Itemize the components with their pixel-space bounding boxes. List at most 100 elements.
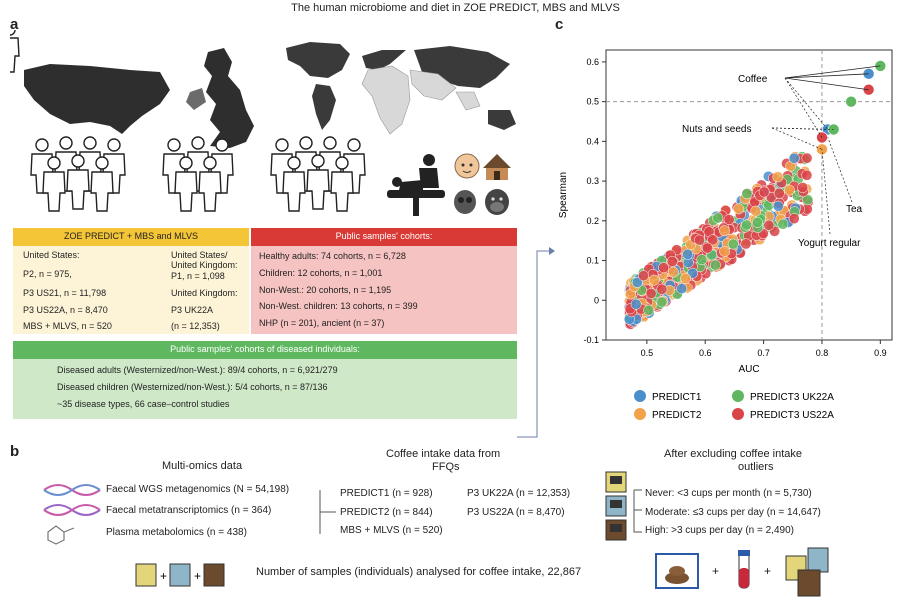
data-point bbox=[658, 262, 670, 274]
excl-title-1: After excluding coffee intake bbox=[664, 448, 802, 460]
public-box: Healthy adults: 74 cohorts, n = 6,728 Ch… bbox=[251, 246, 517, 334]
data-point bbox=[645, 288, 657, 299]
zoe-left-1: P2, n = 975, bbox=[23, 269, 72, 279]
world-maps-illustration bbox=[10, 30, 516, 148]
y-tick-label: 0.2 bbox=[586, 216, 599, 226]
coffee-right-0: P3 UK22A (n = 12,353) bbox=[467, 488, 571, 499]
data-point bbox=[783, 184, 795, 196]
data-point bbox=[801, 152, 813, 164]
x-tick-label: 0.6 bbox=[699, 348, 712, 358]
annotation-line bbox=[784, 77, 829, 130]
coffee-cups-row: + + bbox=[135, 563, 225, 587]
data-point bbox=[630, 298, 642, 310]
coffee-cups-group-icon bbox=[785, 547, 829, 597]
excl-0: Never: <3 cups per month (n = 5,730) bbox=[645, 488, 812, 499]
x-axis-label: AUC bbox=[738, 364, 759, 375]
public-line-4: NHP (n = 201), ancient (n = 37) bbox=[259, 318, 385, 328]
zoe-right-1: United Kingdom: bbox=[171, 260, 238, 270]
annotation-coffee: Coffee bbox=[738, 74, 768, 85]
legend-label: PREDICT1 bbox=[652, 392, 702, 403]
figure-title: The human microbiome and diet in ZOE PRE… bbox=[291, 2, 620, 14]
coffee-title-2: FFQs bbox=[432, 461, 460, 473]
molecule-icon bbox=[47, 525, 75, 545]
public-line-1: Children: 12 cohorts, n = 1,001 bbox=[259, 268, 383, 278]
data-point bbox=[709, 259, 721, 271]
data-point bbox=[676, 283, 688, 295]
data-point bbox=[773, 187, 785, 199]
annotation-tea: Tea bbox=[846, 204, 863, 215]
scatter-chart: 0.5 0.6 0.7 0.8 0.9 -0.1 0 0.1 0.2 0.3 0.4 0.5 0.6 AU… bbox=[558, 49, 893, 421]
excl-title-2: outliers bbox=[738, 461, 774, 473]
panel-b-label: b bbox=[10, 443, 20, 460]
coffee-title-1: Coffee intake data from bbox=[386, 448, 501, 460]
data-point bbox=[801, 169, 813, 181]
y-tick-label: 0.5 bbox=[586, 97, 599, 107]
zoe-right-5: (n = 12,353) bbox=[171, 321, 220, 331]
data-point bbox=[772, 171, 784, 183]
zoe-left-0: United States: bbox=[23, 250, 80, 260]
coffee-cup-icon-never bbox=[605, 471, 627, 493]
legend-marker bbox=[732, 390, 744, 402]
data-point bbox=[727, 238, 739, 250]
plot-frame bbox=[605, 49, 893, 341]
zoe-left-2: P3 US21, n = 11,798 bbox=[23, 288, 107, 298]
zoe-left-4: MBS + MLVS, n = 520 bbox=[23, 321, 112, 331]
multiomics-1: Faecal metatranscriptomics (n = 364) bbox=[106, 505, 272, 516]
annotation-yogurt: Yogurt regular bbox=[798, 238, 861, 249]
data-point bbox=[797, 182, 809, 194]
annotation-line bbox=[784, 73, 869, 79]
bracket-connector bbox=[319, 490, 336, 534]
zoe-header: ZOE PREDICT + MBS and MLVS bbox=[13, 228, 249, 246]
annotation-line bbox=[784, 77, 869, 91]
people-group-world bbox=[270, 136, 366, 212]
blood-tube-icon bbox=[738, 550, 750, 589]
x-tick-label: 0.8 bbox=[816, 348, 829, 358]
data-point bbox=[682, 248, 694, 260]
excl-1: Moderate: ≤3 cups per day (n = 14,647) bbox=[645, 507, 821, 518]
y-tick-label: 0.4 bbox=[586, 136, 599, 146]
sick-person-icon bbox=[387, 154, 445, 216]
diseased-box: Diseased adults (Westernized/non-West.):… bbox=[13, 359, 517, 419]
people-group-usa bbox=[30, 136, 126, 212]
coffee-left-2: MBS + MLVS (n = 520) bbox=[340, 525, 443, 536]
annotation-nuts: Nuts and seeds bbox=[682, 124, 752, 135]
highlight-point bbox=[816, 131, 828, 144]
omics-icons bbox=[43, 484, 101, 545]
connector-arrow bbox=[517, 247, 555, 438]
data-point bbox=[638, 270, 649, 282]
annotation-line bbox=[771, 127, 823, 150]
dna-icon-1 bbox=[43, 484, 101, 496]
x-tick-label: 0.7 bbox=[757, 348, 770, 358]
diseased-line-0: Diseased adults (Westernized/non-West.):… bbox=[57, 365, 338, 375]
coffee-right-1: P3 US22A (n = 8,470) bbox=[467, 507, 565, 518]
zoe-right-3: United Kingdom: bbox=[171, 288, 238, 298]
public-header: Public samples' cohorts: bbox=[251, 228, 517, 246]
svg-text:+: + bbox=[194, 569, 201, 583]
diseased-line-1: Diseased children (Westernized/non-West.… bbox=[57, 382, 328, 392]
skull-icon bbox=[454, 190, 476, 214]
coffee-left-0: PREDICT1 (n = 928) bbox=[340, 488, 433, 499]
data-point bbox=[740, 238, 752, 250]
excl-2: High: >3 cups per day (n = 2,490) bbox=[645, 525, 794, 536]
highlight-point bbox=[845, 95, 857, 108]
legend-label: PREDICT3 UK22A bbox=[750, 392, 834, 403]
coffee-cups-stack bbox=[605, 471, 627, 541]
panel-c-label: c bbox=[555, 16, 564, 33]
data-point bbox=[751, 216, 763, 228]
data-point bbox=[758, 186, 770, 198]
public-line-3: Non-West. children: 13 cohorts, n = 399 bbox=[259, 301, 418, 311]
zoe-box: United States: P2, n = 975, P3 US21, n =… bbox=[13, 246, 249, 334]
data-point bbox=[666, 256, 678, 267]
data-point bbox=[772, 200, 784, 212]
data-point bbox=[648, 274, 660, 286]
legend-marker bbox=[634, 408, 646, 420]
legend-marker bbox=[634, 390, 646, 402]
y-tick-label: 0.3 bbox=[586, 176, 599, 186]
total-samples: Number of samples (individuals) analysed… bbox=[256, 566, 582, 578]
y-tick-label: 0.1 bbox=[586, 256, 599, 266]
diseased-header: Public samples' cohorts of diseased indi… bbox=[13, 341, 517, 359]
data-point bbox=[788, 152, 800, 164]
annotation-line bbox=[827, 137, 853, 203]
svg-text:+: + bbox=[160, 569, 167, 583]
zoe-left-3: P3 US22A, n = 8,470 bbox=[23, 305, 108, 315]
